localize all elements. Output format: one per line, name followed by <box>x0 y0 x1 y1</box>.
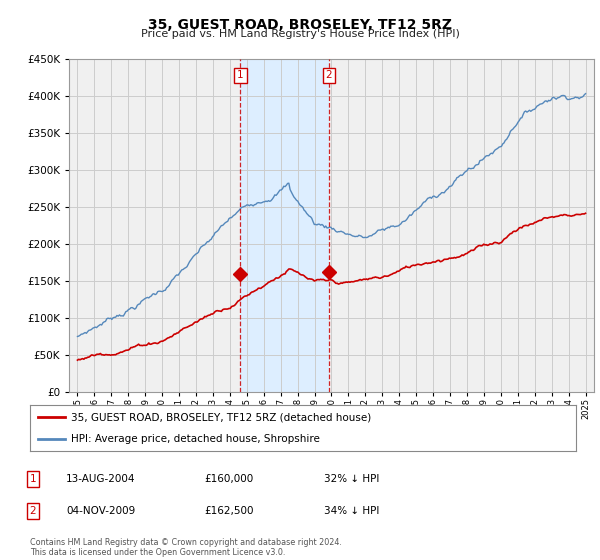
Text: 13-AUG-2004: 13-AUG-2004 <box>66 474 136 484</box>
Text: 2: 2 <box>29 506 37 516</box>
Text: £162,500: £162,500 <box>204 506 254 516</box>
Text: 35, GUEST ROAD, BROSELEY, TF12 5RZ (detached house): 35, GUEST ROAD, BROSELEY, TF12 5RZ (deta… <box>71 412 371 422</box>
Text: 2: 2 <box>325 71 332 81</box>
Text: 04-NOV-2009: 04-NOV-2009 <box>66 506 135 516</box>
Text: 34% ↓ HPI: 34% ↓ HPI <box>324 506 379 516</box>
Text: Contains HM Land Registry data © Crown copyright and database right 2024.
This d: Contains HM Land Registry data © Crown c… <box>30 538 342 557</box>
Text: 1: 1 <box>29 474 37 484</box>
Text: £160,000: £160,000 <box>204 474 253 484</box>
Text: HPI: Average price, detached house, Shropshire: HPI: Average price, detached house, Shro… <box>71 435 320 444</box>
Text: 1: 1 <box>237 71 244 81</box>
Text: Price paid vs. HM Land Registry's House Price Index (HPI): Price paid vs. HM Land Registry's House … <box>140 29 460 39</box>
Bar <box>241 59 329 392</box>
Text: 35, GUEST ROAD, BROSELEY, TF12 5RZ: 35, GUEST ROAD, BROSELEY, TF12 5RZ <box>148 18 452 32</box>
Text: 32% ↓ HPI: 32% ↓ HPI <box>324 474 379 484</box>
